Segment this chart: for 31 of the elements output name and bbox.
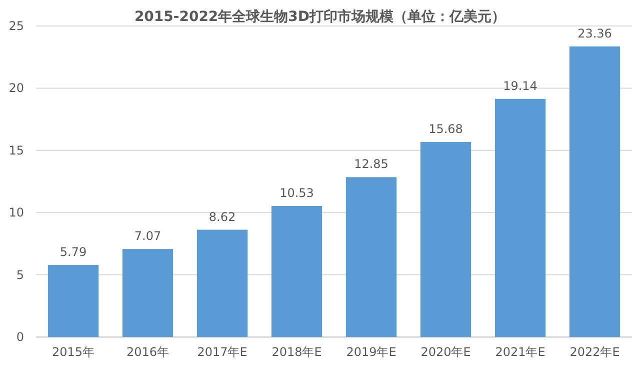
y-tick-label: 10 [8,206,24,220]
x-tick-label: 2015年 [52,345,95,359]
x-tick-label: 2016年 [126,345,170,359]
data-label: 15.68 [428,122,463,136]
y-tick-label: 0 [16,330,24,344]
bar [48,264,99,337]
x-tick-label: 2019年E [346,345,396,359]
bar [196,230,248,337]
x-tick-label: 2017年E [197,345,248,359]
bar [271,206,322,337]
chart-title: 2015-2022年全球生物3D打印市场规模（单位：亿美元） [134,8,506,25]
data-label: 10.53 [280,186,314,200]
bar [569,46,620,337]
bar [122,249,174,337]
data-label: 5.79 [60,244,87,259]
y-tick-label: 25 [8,19,24,33]
x-tick-label: 2020年E [420,345,471,359]
x-tick-label: 2022年E [570,345,620,359]
data-label: 12.85 [354,157,388,172]
data-label: 19.14 [503,78,538,93]
bar [346,177,397,337]
y-tick-label: 5 [16,268,24,282]
data-label: 7.07 [134,229,162,244]
y-tick-label: 15 [8,143,24,158]
y-tick-label: 20 [8,81,24,96]
data-label: 8.62 [208,210,236,224]
x-tick-label: 2021年E [495,345,546,359]
x-tick-label: 2018年E [272,345,322,359]
data-label: 23.36 [578,26,612,40]
bar [494,98,546,337]
bar [420,142,472,337]
